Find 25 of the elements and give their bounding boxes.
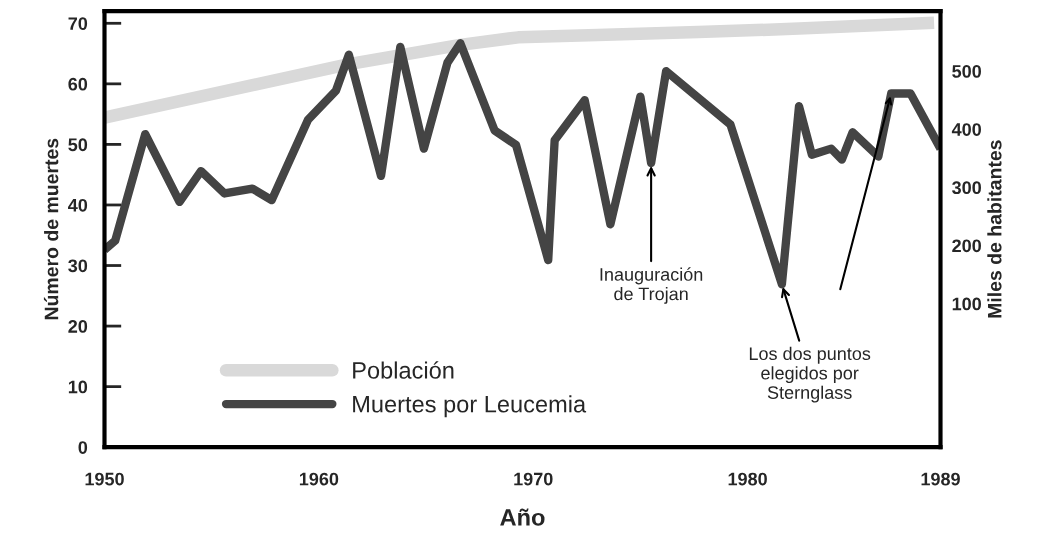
y2-tick-label: 500	[952, 64, 981, 78]
x-tick-label: 1989	[921, 472, 960, 486]
y-tick-label: 20	[68, 320, 88, 333]
annotation: Los dos puntos elegidos por Sternglass	[749, 346, 871, 403]
y2-tick-label: 200	[952, 239, 981, 253]
y-tick-label: 40	[68, 198, 88, 212]
annotation: Inauguración de Trojan	[600, 267, 703, 304]
legend-label: Muertes por Leucemia	[353, 395, 587, 418]
y-tick-label: 0	[78, 441, 88, 454]
x-axis-title: Año	[500, 508, 545, 526]
legend-label: Población	[353, 361, 454, 379]
y-tick-label: 10	[68, 380, 88, 394]
y2-tick-label: 400	[951, 123, 981, 136]
x-tick-label: 1980	[728, 472, 767, 486]
y2-axis-title: Miles de habitantes	[987, 140, 1002, 318]
y-tick-label: 60	[68, 77, 88, 91]
y2-tick-label: 100	[952, 297, 981, 311]
x-tick-label: 1970	[514, 472, 553, 486]
y-tick-label: 70	[68, 17, 88, 31]
y-tick-label: 30	[68, 259, 88, 273]
y-axis-title: Número de muertes	[43, 138, 59, 320]
y2-tick-label: 300	[952, 181, 981, 195]
x-tick-label: 1960	[299, 472, 339, 486]
x-tick-label: 1950	[85, 472, 124, 486]
y-tick-label: 50	[68, 138, 88, 152]
